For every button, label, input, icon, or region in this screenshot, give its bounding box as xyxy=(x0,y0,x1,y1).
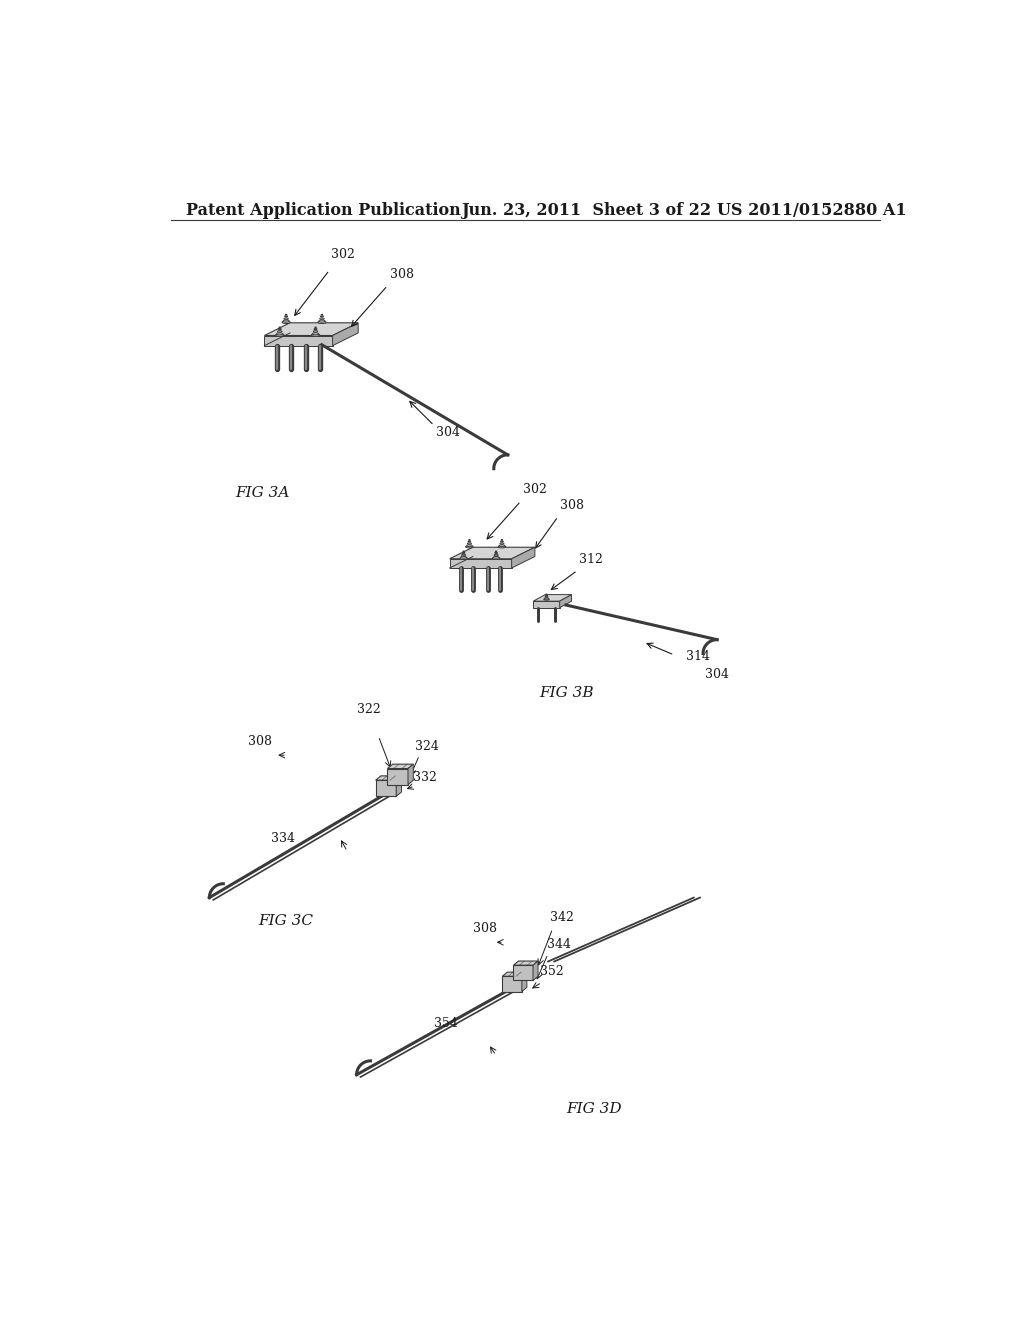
Ellipse shape xyxy=(544,598,549,601)
Ellipse shape xyxy=(467,543,471,544)
Ellipse shape xyxy=(283,319,289,322)
Text: 304: 304 xyxy=(436,425,461,438)
Text: Jun. 23, 2011  Sheet 3 of 22: Jun. 23, 2011 Sheet 3 of 22 xyxy=(461,202,712,219)
Ellipse shape xyxy=(284,318,289,319)
Ellipse shape xyxy=(275,334,284,337)
Polygon shape xyxy=(333,323,358,346)
Ellipse shape xyxy=(276,333,283,335)
Ellipse shape xyxy=(500,543,504,544)
Text: 314: 314 xyxy=(686,651,710,664)
Polygon shape xyxy=(264,323,358,335)
Ellipse shape xyxy=(311,334,319,337)
Text: FIG 3B: FIG 3B xyxy=(539,686,593,701)
Polygon shape xyxy=(512,548,535,568)
Text: 332: 332 xyxy=(414,771,437,784)
Ellipse shape xyxy=(466,545,473,548)
Ellipse shape xyxy=(318,319,325,322)
Text: US 2011/0152880 A1: US 2011/0152880 A1 xyxy=(717,202,906,219)
Polygon shape xyxy=(534,594,571,601)
Text: 352: 352 xyxy=(541,965,564,978)
Ellipse shape xyxy=(498,545,506,548)
Ellipse shape xyxy=(494,554,499,556)
Ellipse shape xyxy=(499,545,505,546)
Text: Patent Application Publication: Patent Application Publication xyxy=(186,202,461,219)
Text: 334: 334 xyxy=(271,832,295,845)
Ellipse shape xyxy=(545,598,549,599)
Polygon shape xyxy=(450,548,535,558)
Text: FIG 3A: FIG 3A xyxy=(234,486,290,500)
Ellipse shape xyxy=(313,330,317,333)
Text: 354: 354 xyxy=(434,1016,458,1030)
Polygon shape xyxy=(503,977,522,991)
Ellipse shape xyxy=(312,333,318,335)
Text: 302: 302 xyxy=(331,248,355,261)
Text: 344: 344 xyxy=(547,937,570,950)
Ellipse shape xyxy=(460,557,467,560)
Polygon shape xyxy=(264,335,333,346)
Ellipse shape xyxy=(494,556,499,558)
Ellipse shape xyxy=(467,545,472,546)
Polygon shape xyxy=(408,764,414,784)
Polygon shape xyxy=(387,768,408,784)
Text: 312: 312 xyxy=(579,553,603,566)
Ellipse shape xyxy=(493,557,500,560)
Ellipse shape xyxy=(278,330,282,333)
Polygon shape xyxy=(376,780,396,796)
Text: 302: 302 xyxy=(523,483,547,496)
Polygon shape xyxy=(503,972,527,977)
Text: FIG 3D: FIG 3D xyxy=(566,1102,622,1117)
Polygon shape xyxy=(513,961,538,965)
Polygon shape xyxy=(560,594,571,607)
Polygon shape xyxy=(534,601,560,607)
Polygon shape xyxy=(376,776,401,780)
Polygon shape xyxy=(522,972,527,991)
Text: 308: 308 xyxy=(560,499,584,512)
Polygon shape xyxy=(534,961,538,981)
Polygon shape xyxy=(387,764,414,768)
Text: 308: 308 xyxy=(390,268,414,281)
Polygon shape xyxy=(450,558,512,568)
Text: 324: 324 xyxy=(415,739,438,752)
Text: FIG 3C: FIG 3C xyxy=(258,913,313,928)
Ellipse shape xyxy=(282,321,291,323)
Ellipse shape xyxy=(461,556,466,558)
Ellipse shape xyxy=(317,321,326,323)
Text: 308: 308 xyxy=(248,735,272,748)
Text: 342: 342 xyxy=(550,911,574,924)
Text: 304: 304 xyxy=(706,668,729,681)
Text: 322: 322 xyxy=(356,702,380,715)
Ellipse shape xyxy=(462,554,466,556)
Ellipse shape xyxy=(319,318,325,319)
Text: 308: 308 xyxy=(473,923,497,936)
Polygon shape xyxy=(513,965,534,981)
Polygon shape xyxy=(396,776,401,796)
